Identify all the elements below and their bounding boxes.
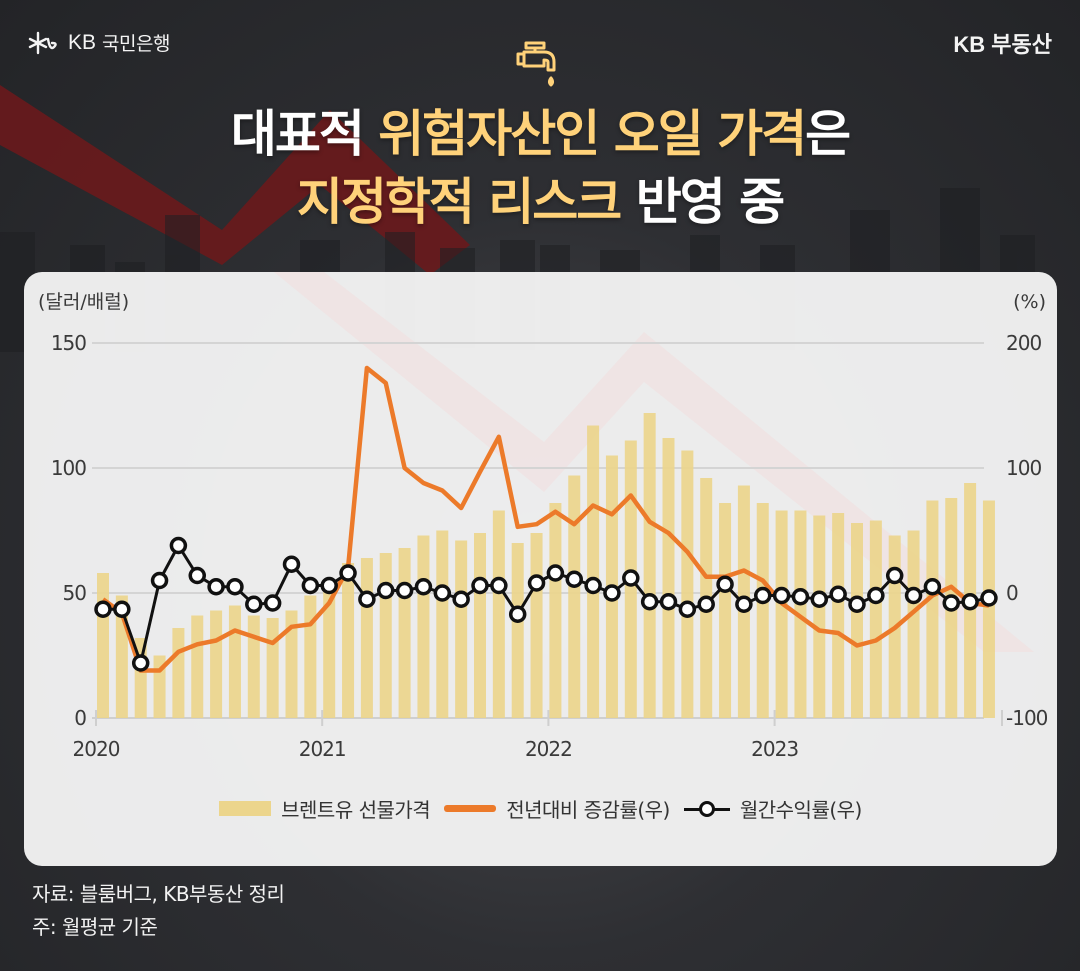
title-text-highlight: 위험자산인 오일 가격: [378, 105, 807, 163]
card-faint-arrow: [274, 272, 1034, 652]
basis-note: 주: 월평균 기준: [32, 915, 158, 939]
axis-labels: (달러/배럴) (%) 0 50 100 150 -100 0 100 200 2020 2021 20…: [38, 291, 1049, 761]
legend-item-brent: 브렌트유 선물가격: [219, 794, 431, 823]
title-line-2: 지정학적 리스크 반영 중: [0, 168, 1080, 236]
kb-logo-text: KB: [68, 30, 97, 54]
svg-text:0: 0: [74, 706, 86, 730]
bank-name: 국민은행: [102, 34, 170, 55]
chart-legend: 브렌트유 선물가격 전년대비 증감률(우) 월간수익률(우): [24, 794, 1057, 823]
legend-label: 브렌트유 선물가격: [281, 798, 431, 822]
svg-text:(달러/배럴): (달러/배럴): [38, 291, 129, 313]
legend-line-swatch: [444, 805, 497, 812]
svg-text:0: 0: [1006, 581, 1018, 605]
kb-star-logo-icon: [28, 31, 57, 54]
svg-text:-100: -100: [1006, 706, 1048, 730]
legend-label: 월간수익률(우): [739, 798, 863, 822]
footer-notes: 자료: 블룸버그, KB부동산 정리 주: 월평균 기준: [32, 878, 285, 944]
monthly-return-markers: [94, 536, 998, 672]
line-series-yoy: [101, 365, 990, 673]
svg-text:2021: 2021: [299, 737, 346, 761]
water-tap-icon: [516, 41, 556, 87]
legend-bar-swatch: [219, 801, 272, 816]
legend-item-monthly-return: 월간수익률(우): [683, 794, 863, 823]
svg-text:2020: 2020: [73, 737, 120, 761]
svg-text:2022: 2022: [525, 737, 572, 761]
svg-text:(%): (%): [1013, 291, 1046, 313]
chart-card: (달러/배럴) (%) 0 50 100 150 -100 0 100 200 2020 2021 20…: [24, 272, 1057, 866]
oil-price-chart: (달러/배럴) (%) 0 50 100 150 -100 0 100 200 2020 2021 20…: [38, 272, 1049, 761]
svg-text:150: 150: [51, 331, 86, 355]
svg-text:200: 200: [1006, 331, 1041, 355]
legend-marker-swatch: [683, 800, 730, 817]
title-text-white: 은: [805, 105, 851, 163]
svg-text:50: 50: [63, 581, 87, 605]
svg-text:100: 100: [1006, 456, 1041, 480]
title-line-1: 대표적 위험자산인 오일 가격은: [0, 100, 1080, 168]
source-note: 자료: 블룸버그, KB부동산 정리: [32, 882, 285, 906]
kb-kookmin-bank-logo: KB 국민은행: [28, 29, 170, 56]
legend-label: 전년대비 증감률(우): [506, 798, 670, 822]
title-text-highlight: 지정학적 리스크: [296, 173, 622, 231]
title-text-white: 반영 중: [620, 173, 785, 231]
kb-real-estate-brand: KB 부동산: [953, 32, 1052, 57]
legend-item-yoy: 전년대비 증감률(우): [444, 794, 670, 823]
svg-text:2023: 2023: [751, 737, 798, 761]
title-text-white: 대표적: [230, 105, 379, 163]
svg-text:100: 100: [51, 456, 86, 480]
page-title: 대표적 위험자산인 오일 가격은 지정학적 리스크 반영 중: [0, 100, 1080, 236]
